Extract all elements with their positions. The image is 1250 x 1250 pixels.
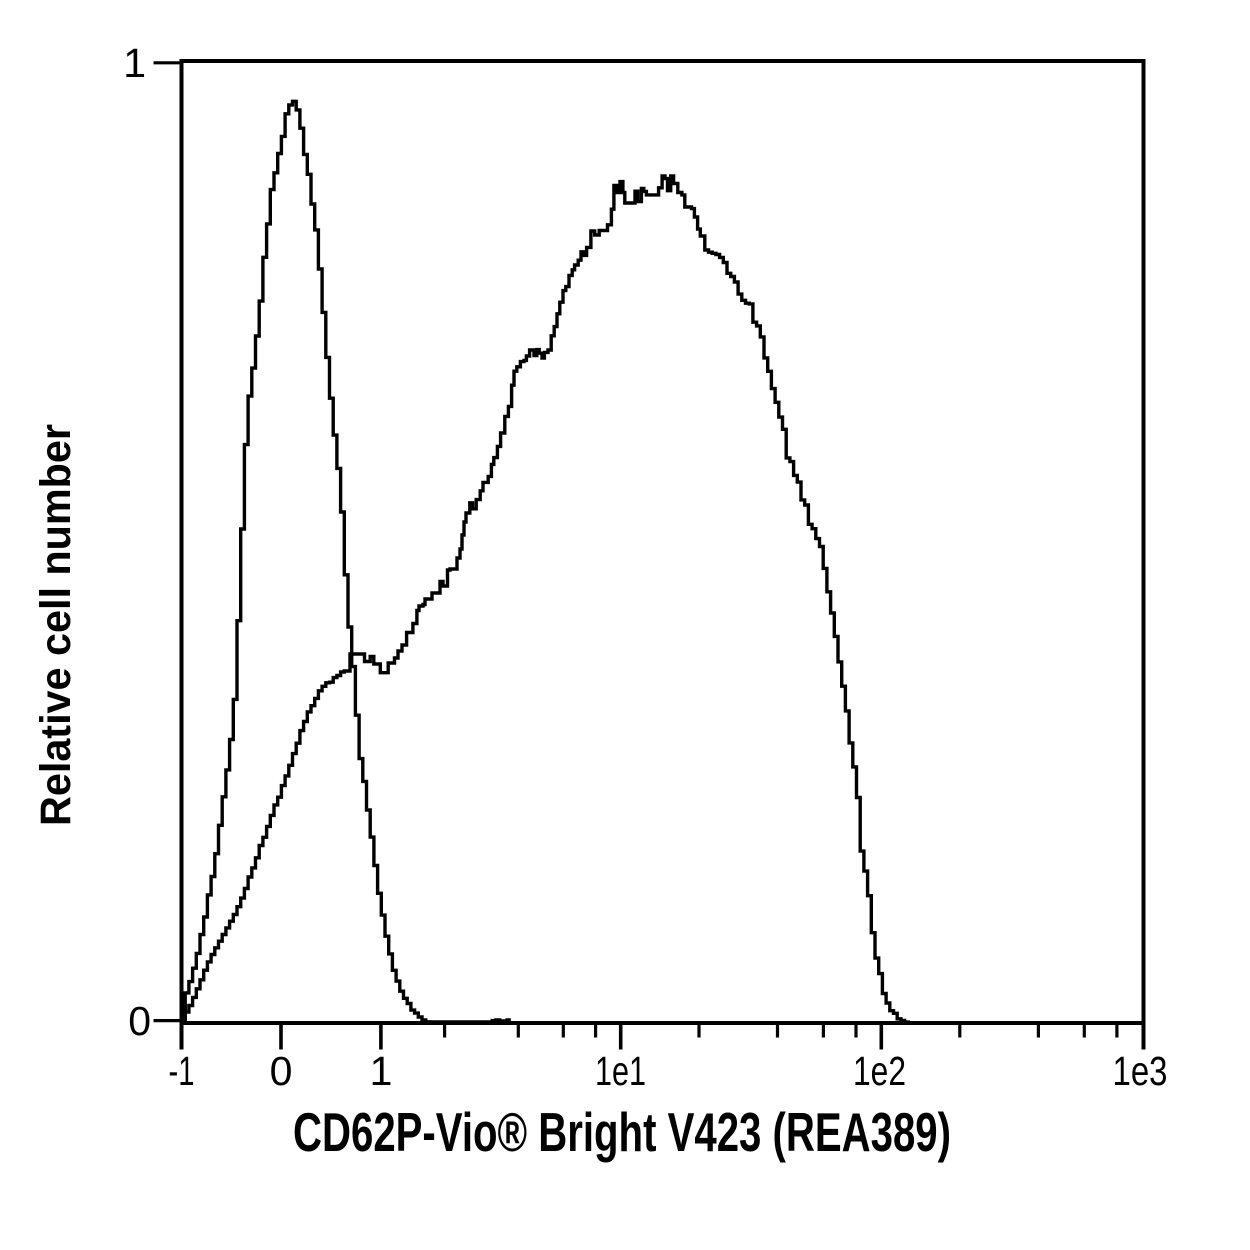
svg-text:1: 1 <box>123 40 146 86</box>
svg-text:1e1: 1e1 <box>595 1048 646 1094</box>
svg-text:CD62P-Vio® Bright V423 (REA389: CD62P-Vio® Bright V423 (REA389) <box>293 1101 951 1163</box>
svg-text:0: 0 <box>128 998 151 1044</box>
svg-text:Relative cell number: Relative cell number <box>32 424 80 826</box>
svg-text:1e2: 1e2 <box>853 1048 906 1094</box>
svg-text:0: 0 <box>270 1048 293 1094</box>
svg-text:1e3: 1e3 <box>1113 1048 1168 1094</box>
svg-text:-1: -1 <box>169 1048 195 1094</box>
svg-text:1: 1 <box>370 1048 393 1094</box>
